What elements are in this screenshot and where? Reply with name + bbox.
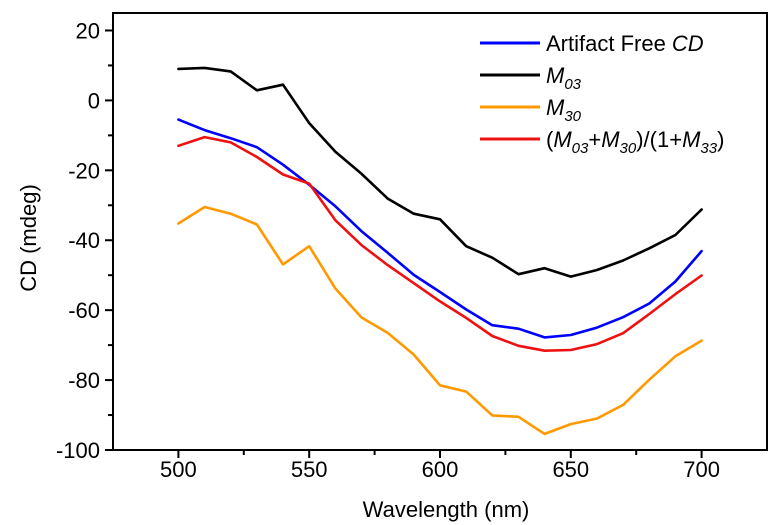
x-axis-label: Wavelength (nm): [363, 497, 530, 522]
legend-label-2: M03​: [546, 63, 582, 93]
y-tick-label: -20: [68, 158, 100, 183]
series-line-1: [177, 118, 703, 339]
y-tick-label: -100: [56, 438, 100, 463]
tick-marks: [105, 29, 703, 458]
legend: Artifact Free CD M03​M30​(M03​+M30​)/(1+M…: [480, 31, 724, 157]
series-line-4: [177, 135, 703, 353]
series-line-2: [177, 66, 703, 278]
tick-labels: 500 550 600 650 700 -100 -80 -60 -40 -20 0 20: [56, 18, 720, 482]
x-tick-label: 700: [683, 457, 720, 482]
x-tick-label: 500: [160, 457, 197, 482]
y-tick-label: 20: [76, 18, 100, 43]
y-tick-label: -60: [68, 298, 100, 323]
y-tick-label: 0: [88, 88, 100, 113]
x-tick-label: 550: [291, 457, 328, 482]
y-tick-label: -80: [68, 368, 100, 393]
series-line-3: [177, 205, 703, 436]
legend-label-1: Artifact Free CD: [546, 31, 704, 56]
x-tick-label: 600: [422, 457, 459, 482]
x-tick-label: 650: [552, 457, 589, 482]
legend-label-3: M30​: [546, 95, 582, 125]
y-tick-label: -40: [68, 228, 100, 253]
y-axis-label: CD (mdeg): [16, 184, 41, 292]
legend-label-4: (M03​+M30​)/(1+M33​): [546, 127, 724, 157]
series-lines: [177, 66, 703, 436]
